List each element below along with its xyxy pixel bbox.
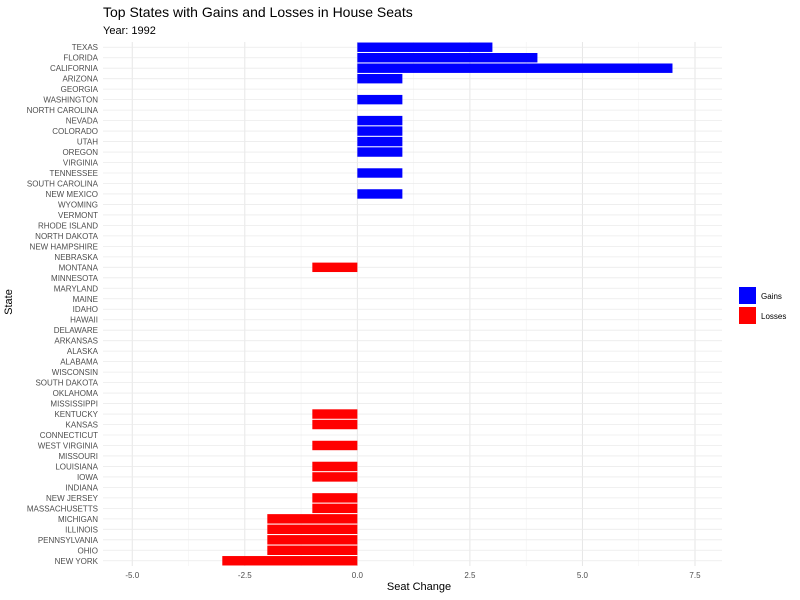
state-label: NORTH DAKOTA xyxy=(35,232,98,241)
bar-pennsylvania xyxy=(267,535,358,545)
bar-ohio xyxy=(267,545,358,555)
state-label: NORTH CAROLINA xyxy=(27,106,99,115)
state-label: PENNSYLVANIA xyxy=(38,536,99,545)
state-label: OREGON xyxy=(62,148,98,157)
state-label: TEXAS xyxy=(72,43,98,52)
chart-title: Top States with Gains and Losses in Hous… xyxy=(103,4,413,20)
bar-washington xyxy=(357,94,403,105)
state-label: MISSOURI xyxy=(58,452,98,461)
state-label: IOWA xyxy=(77,473,99,482)
state-label: VERMONT xyxy=(58,211,98,220)
bar-new-jersey xyxy=(312,493,358,503)
state-label: MAINE xyxy=(73,295,98,304)
bar-arizona xyxy=(357,73,403,84)
state-label: NEW YORK xyxy=(55,557,99,566)
grid xyxy=(103,42,722,566)
x-tick-label: 7.5 xyxy=(689,571,701,580)
legend-key-gains xyxy=(739,287,756,304)
state-label: MONTANA xyxy=(59,263,99,272)
state-label: ARKANSAS xyxy=(54,337,98,346)
bar-colorado xyxy=(357,126,403,136)
state-label: NEVADA xyxy=(66,117,99,126)
bar-texas xyxy=(357,42,493,52)
x-tick-labels: -5.0 -2.5 0.0 2.5 5.0 7.5 xyxy=(125,571,701,580)
bar-new-mexico xyxy=(357,189,403,199)
state-label: NEW JERSEY xyxy=(46,494,99,503)
state-label: NEW MEXICO xyxy=(46,190,98,199)
state-label: NEBRASKA xyxy=(54,253,98,262)
bar-florida xyxy=(357,53,538,63)
state-label: WASHINGTON xyxy=(43,96,98,105)
state-label: OKLAHOMA xyxy=(53,389,99,398)
state-label: MICHIGAN xyxy=(58,515,98,524)
state-label: GEORGIA xyxy=(61,85,99,94)
state-label: ARIZONA xyxy=(62,75,98,84)
state-label: KENTUCKY xyxy=(54,410,98,419)
state-label: MASSACHUSETTS xyxy=(27,504,98,513)
state-label: IDAHO xyxy=(73,305,98,314)
bar-oregon xyxy=(357,147,403,157)
x-tick-label: 2.5 xyxy=(464,571,476,580)
bar-utah xyxy=(357,136,403,147)
bar-west-virginia xyxy=(312,440,358,451)
state-label: MARYLAND xyxy=(54,284,99,293)
state-label: CALIFORNIA xyxy=(50,64,99,73)
x-tick-label: -5.0 xyxy=(125,571,139,580)
bar-california xyxy=(357,63,673,73)
bar-louisiana xyxy=(312,461,358,472)
state-label: LOUISIANA xyxy=(55,462,98,471)
state-label: KANSAS xyxy=(66,421,98,430)
state-label: HAWAII xyxy=(70,316,98,325)
state-label: SOUTH CAROLINA xyxy=(27,179,99,188)
state-label: FLORIDA xyxy=(63,54,98,63)
state-label: WEST VIRGINIA xyxy=(38,441,99,450)
state-label: MISSISSIPPI xyxy=(50,400,98,409)
bars xyxy=(222,42,673,566)
state-label: SOUTH DAKOTA xyxy=(35,379,98,388)
x-tick-label: -2.5 xyxy=(238,571,252,580)
state-label: INDIANA xyxy=(66,483,99,492)
legend-label-losses: Losses xyxy=(761,312,786,321)
y-axis-title: State xyxy=(3,289,15,315)
state-label: CONNECTICUT xyxy=(40,431,98,440)
state-label: WYOMING xyxy=(58,200,98,209)
bar-montana xyxy=(312,262,358,273)
bar-kansas xyxy=(312,419,358,430)
state-label: TENNESSEE xyxy=(50,169,98,178)
state-label: VIRGINIA xyxy=(63,159,99,168)
state-label: RHODE ISLAND xyxy=(38,221,98,230)
x-axis-title: Seat Change xyxy=(387,581,451,593)
bar-kentucky xyxy=(312,409,358,419)
bar-massachusetts xyxy=(312,503,358,514)
chart-subtitle: Year: 1992 xyxy=(103,25,156,37)
state-label: WISCONSIN xyxy=(52,368,98,377)
x-tick-label: 5.0 xyxy=(577,571,589,580)
state-label: COLORADO xyxy=(52,127,98,136)
state-label: ALASKA xyxy=(67,347,99,356)
legend-label-gains: Gains xyxy=(761,292,782,301)
bar-nevada xyxy=(357,115,403,126)
state-label: OHIO xyxy=(78,546,98,555)
state-label: ALABAMA xyxy=(60,358,98,367)
x-tick-label: 0.0 xyxy=(352,571,364,580)
state-label: ILLINOIS xyxy=(65,525,98,534)
bar-illinois xyxy=(267,524,358,535)
bar-new-york xyxy=(222,556,358,566)
state-label: MINNESOTA xyxy=(51,274,99,283)
bar-tennessee xyxy=(357,168,403,178)
legend: Gains Losses xyxy=(739,287,786,324)
state-label: UTAH xyxy=(77,138,98,147)
state-label: DELAWARE xyxy=(54,326,98,335)
bar-michigan xyxy=(267,514,358,524)
bar-iowa xyxy=(312,472,358,482)
legend-key-losses xyxy=(739,307,756,324)
state-label: NEW HAMPSHIRE xyxy=(30,242,98,251)
